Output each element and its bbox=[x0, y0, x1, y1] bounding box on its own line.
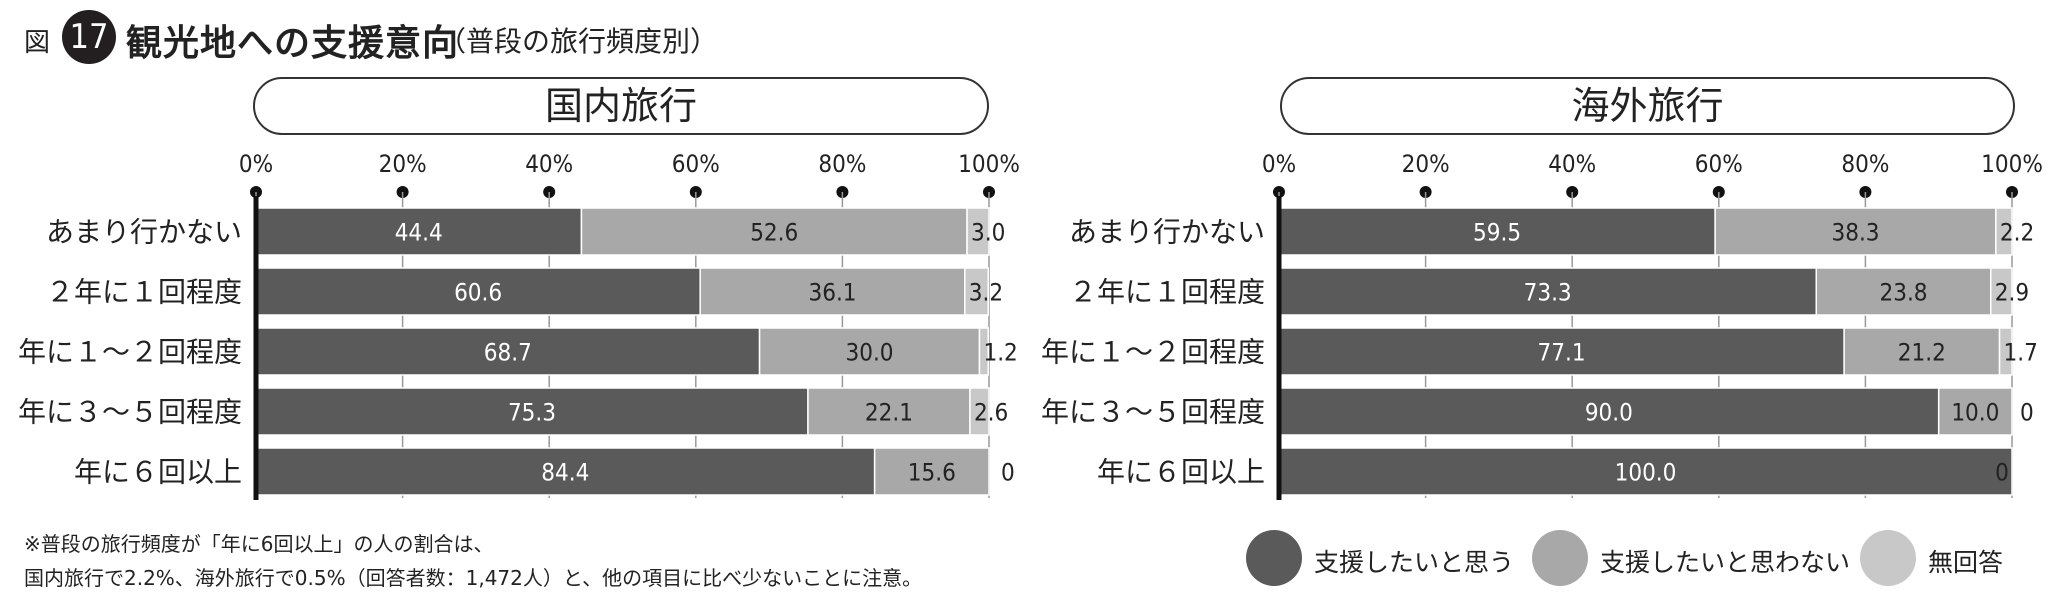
overseas-data-label: 100.0 bbox=[1615, 459, 1677, 487]
overseas-data-label: 2.2 bbox=[2000, 219, 2034, 247]
domestic-data-label: 68.7 bbox=[484, 339, 532, 367]
overseas-data-label: 0 bbox=[1995, 459, 2009, 487]
overseas-panel-title: 海外旅行 bbox=[1280, 77, 2015, 135]
domestic-bar-segment bbox=[969, 387, 990, 436]
overseas-data-label: 0 bbox=[2020, 399, 2034, 427]
overseas-category-label: 年に３～５回程度 bbox=[1041, 396, 1265, 429]
footnote-line-2: 国内旅行で2.2%、海外旅行で0.5%（回答者数：1,472人）と、他の項目に比… bbox=[24, 566, 923, 590]
domestic-data-label: 75.3 bbox=[508, 399, 556, 427]
domestic-data-label: 22.1 bbox=[865, 399, 913, 427]
overseas-bar-segment bbox=[1998, 327, 2013, 376]
domestic-bar-segment bbox=[255, 327, 761, 376]
domestic-data-label: 60.6 bbox=[454, 279, 502, 307]
domestic-data-label: 44.4 bbox=[395, 219, 443, 247]
domestic-data-label: 3.2 bbox=[969, 279, 1003, 307]
domestic-data-label: 84.4 bbox=[541, 459, 589, 487]
chart-subtitle: （普段の旅行頻度別） bbox=[438, 25, 719, 58]
domestic-category-label: あまり行かない bbox=[46, 216, 242, 249]
overseas-bar-segment bbox=[1278, 267, 1818, 316]
overseas-data-label: 77.1 bbox=[1538, 339, 1586, 367]
overseas-data-label: 2.9 bbox=[1995, 279, 2029, 307]
domestic-data-label: 1.2 bbox=[983, 339, 1017, 367]
figure-number-badge: 17 bbox=[62, 10, 116, 64]
overseas-bar-segment bbox=[1815, 267, 1992, 316]
chart-title: 観光地への支援意向 bbox=[126, 23, 460, 64]
domestic-data-label: 30.0 bbox=[845, 339, 893, 367]
overseas-bar-segment bbox=[1278, 207, 1716, 256]
overseas-x-tick-label: 20% bbox=[1402, 150, 1450, 178]
domestic-bar-segment bbox=[255, 267, 701, 316]
domestic-bar-segment bbox=[978, 327, 990, 376]
legend-label-no-answer: 無回答 bbox=[1928, 548, 2004, 577]
overseas-data-label: 10.0 bbox=[1951, 399, 1999, 427]
overseas-data-label: 38.3 bbox=[1831, 219, 1879, 247]
overseas-bar-segment bbox=[1995, 207, 2013, 256]
figure-label: 図 bbox=[24, 28, 51, 58]
domestic-bar-segment bbox=[758, 327, 981, 376]
domestic-data-label: 52.6 bbox=[750, 219, 798, 247]
domestic-x-tick-label: 0% bbox=[239, 150, 273, 178]
domestic-category-label: 年に６回以上 bbox=[74, 456, 242, 489]
domestic-data-label: 3.0 bbox=[971, 219, 1005, 247]
domestic-panel-title: 国内旅行 bbox=[253, 77, 989, 135]
overseas-data-label: 1.7 bbox=[2004, 339, 2038, 367]
overseas-category-label: 年に１～２回程度 bbox=[1041, 336, 1265, 369]
domestic-bar-segment bbox=[255, 447, 876, 496]
domestic-bar-segment bbox=[699, 267, 966, 316]
legend-swatch-no-support bbox=[1532, 530, 1588, 586]
overseas-category-label: ２年に１回程度 bbox=[1069, 276, 1265, 309]
domestic-category-label: 年に１～２回程度 bbox=[18, 336, 242, 369]
footnote-line-1: ※普段の旅行頻度が「年に6回以上」の人の割合は、 bbox=[24, 532, 494, 556]
domestic-x-tick-label: 40% bbox=[525, 150, 573, 178]
overseas-data-label: 73.3 bbox=[1524, 279, 1572, 307]
domestic-bar-segment bbox=[807, 387, 971, 436]
overseas-bar-segment bbox=[1278, 327, 1845, 376]
legend-swatch-no-answer bbox=[1860, 530, 1916, 586]
legend-swatch-support bbox=[1246, 530, 1302, 586]
overseas-data-label: 21.2 bbox=[1898, 339, 1946, 367]
overseas-data-label: 59.5 bbox=[1473, 219, 1521, 247]
legend: 支援したいと思う 支援したいと思わない 無回答 bbox=[0, 530, 2053, 590]
legend-label-support: 支援したいと思う bbox=[1314, 548, 1515, 577]
domestic-data-label: 2.6 bbox=[974, 399, 1008, 427]
legend-label-no-support: 支援したいと思わない bbox=[1600, 548, 1851, 577]
overseas-x-tick-label: 100% bbox=[1981, 150, 2043, 178]
overseas-bar-segment bbox=[1843, 327, 2001, 376]
overseas-data-label: 90.0 bbox=[1585, 399, 1633, 427]
domestic-bar-segment bbox=[964, 267, 990, 316]
overseas-x-tick-label: 40% bbox=[1548, 150, 1596, 178]
domestic-data-label: 36.1 bbox=[808, 279, 856, 307]
domestic-data-label: 15.6 bbox=[908, 459, 956, 487]
overseas-x-tick-label: 0% bbox=[1262, 150, 1296, 178]
domestic-data-label: 0 bbox=[1001, 459, 1015, 487]
overseas-bar-segment bbox=[1989, 267, 2013, 316]
overseas-x-tick-label: 80% bbox=[1841, 150, 1889, 178]
domestic-x-tick-label: 20% bbox=[379, 150, 427, 178]
overseas-category-label: あまり行かない bbox=[1069, 216, 1265, 249]
overseas-x-tick-label: 60% bbox=[1695, 150, 1743, 178]
domestic-bar-segment bbox=[873, 447, 990, 496]
overseas-bar-segment bbox=[1278, 387, 1940, 436]
domestic-category-label: 年に３～５回程度 bbox=[18, 396, 242, 429]
overseas-bar-segment bbox=[1937, 387, 2013, 436]
overseas-bar-segment bbox=[1278, 447, 2013, 496]
overseas-data-label: 23.8 bbox=[1879, 279, 1927, 307]
domestic-bar-segment bbox=[966, 207, 990, 256]
domestic-category-label: ２年に１回程度 bbox=[46, 276, 242, 309]
domestic-x-tick-label: 60% bbox=[672, 150, 720, 178]
domestic-x-tick-label: 100% bbox=[958, 150, 1020, 178]
overseas-bar-segment bbox=[1714, 207, 1997, 256]
domestic-x-tick-label: 80% bbox=[818, 150, 866, 178]
overseas-category-label: 年に６回以上 bbox=[1097, 456, 1265, 489]
domestic-bar-segment bbox=[255, 207, 583, 256]
